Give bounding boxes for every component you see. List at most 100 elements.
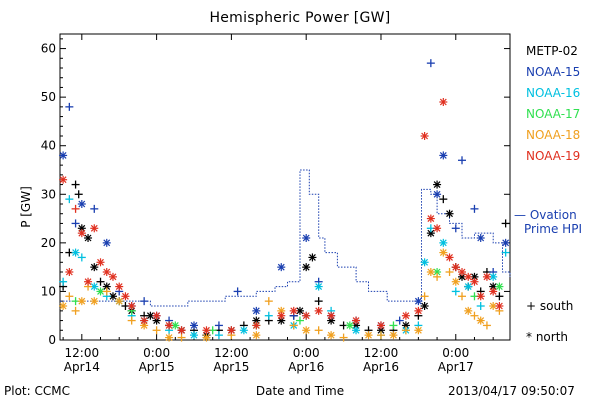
data-point-north bbox=[202, 333, 211, 342]
data-point-south bbox=[71, 219, 80, 228]
data-point-south bbox=[71, 180, 80, 189]
data-point-south bbox=[314, 297, 323, 306]
data-point-south bbox=[401, 326, 410, 335]
legend-item: METP-02 bbox=[526, 44, 578, 58]
y-tick-label: 30 bbox=[41, 187, 56, 201]
data-point-north bbox=[59, 151, 68, 160]
x-tick-label-date: Apr14 bbox=[64, 360, 100, 374]
data-point-south bbox=[476, 302, 485, 310]
data-point-north bbox=[476, 292, 485, 301]
legend-item: NOAA-15 bbox=[526, 65, 581, 79]
data-point-south bbox=[152, 326, 161, 335]
data-point-north bbox=[289, 306, 298, 315]
data-point-north bbox=[90, 297, 99, 306]
data-point-south bbox=[482, 321, 491, 330]
data-point-south bbox=[389, 321, 398, 330]
ovation-legend-line1: — Ovation bbox=[514, 208, 577, 222]
data-point-south bbox=[65, 195, 74, 204]
data-point-south bbox=[233, 287, 242, 296]
y-tick-label: 20 bbox=[41, 236, 56, 250]
data-point-south bbox=[495, 292, 504, 301]
x-tick-label-time: 12:00 bbox=[364, 346, 399, 360]
data-point-north bbox=[376, 321, 385, 330]
data-point-north bbox=[439, 98, 448, 106]
y-tick-label: 0 bbox=[48, 333, 56, 347]
plot-credit: Plot: CCMC bbox=[4, 384, 70, 398]
data-point-north bbox=[352, 316, 361, 325]
data-point-north bbox=[414, 326, 423, 335]
data-point-north bbox=[327, 331, 336, 340]
data-point-south bbox=[264, 297, 273, 306]
data-point-south bbox=[77, 253, 86, 262]
plot-frame bbox=[59, 33, 511, 341]
data-point-north bbox=[165, 321, 174, 330]
data-point-north bbox=[239, 326, 248, 335]
y-tick-label: 40 bbox=[41, 139, 56, 153]
data-point-north bbox=[420, 258, 429, 267]
data-point-north bbox=[102, 282, 111, 291]
data-point-north bbox=[202, 326, 211, 335]
data-point-south bbox=[501, 248, 510, 257]
data-point-north bbox=[252, 321, 261, 330]
data-point-north bbox=[451, 277, 460, 286]
data-point-south bbox=[295, 316, 304, 325]
data-point-north bbox=[364, 331, 373, 340]
data-point-south bbox=[420, 292, 429, 301]
marker-legend-north: * north bbox=[526, 330, 569, 344]
data-point-north bbox=[470, 272, 479, 281]
legend-item: NOAA-18 bbox=[526, 128, 581, 142]
timestamp: 2013/04/17 09:50:07 bbox=[448, 384, 575, 398]
data-point-south bbox=[140, 297, 149, 306]
legend-item: NOAA-16 bbox=[526, 86, 581, 100]
data-point-north bbox=[277, 306, 286, 315]
data-point-north bbox=[420, 132, 429, 140]
data-point-north bbox=[433, 224, 442, 233]
data-point-south bbox=[458, 156, 467, 165]
x-tick-label-time: 12:00 bbox=[214, 346, 249, 360]
data-point-north bbox=[227, 326, 236, 335]
data-point-north bbox=[495, 282, 504, 291]
data-point-north bbox=[65, 268, 74, 276]
data-point-north bbox=[177, 326, 186, 335]
data-point-south bbox=[470, 311, 479, 320]
x-tick-label-time: 0:00 bbox=[293, 346, 320, 360]
data-point-north bbox=[71, 248, 80, 257]
data-point-south bbox=[214, 331, 223, 340]
data-point-north bbox=[277, 311, 286, 320]
data-point-south bbox=[426, 59, 435, 68]
data-point-north bbox=[252, 331, 261, 340]
ovation-hpi-line bbox=[60, 169, 511, 307]
data-point-north bbox=[464, 282, 473, 291]
x-tick-label-date: Apr15 bbox=[139, 360, 175, 374]
x-axis-label: Date and Time bbox=[255, 384, 345, 398]
data-point-south bbox=[59, 277, 68, 286]
data-point-north bbox=[327, 311, 336, 320]
data-point-north bbox=[84, 234, 93, 242]
data-point-north bbox=[165, 333, 174, 342]
data-point-north bbox=[190, 321, 199, 330]
x-tick-label-time: 12:00 bbox=[65, 346, 100, 360]
data-point-south bbox=[71, 306, 80, 315]
data-point-north bbox=[127, 302, 136, 310]
data-point-north bbox=[152, 316, 161, 325]
marker-legend-south: + south bbox=[526, 299, 574, 313]
data-point-north bbox=[414, 297, 423, 306]
data-point-north bbox=[308, 253, 317, 262]
data-point-north bbox=[451, 263, 460, 272]
data-point-south bbox=[458, 292, 467, 301]
data-point-north bbox=[302, 326, 311, 335]
data-point-north bbox=[314, 306, 323, 315]
data-point-north bbox=[426, 268, 435, 276]
data-point-north bbox=[59, 302, 68, 310]
data-point-south bbox=[264, 311, 273, 320]
data-point-south bbox=[439, 195, 448, 204]
data-point-north bbox=[426, 214, 435, 223]
data-point-north bbox=[277, 263, 286, 272]
data-point-north bbox=[420, 302, 429, 310]
data-point-north bbox=[476, 316, 485, 325]
data-point-north bbox=[77, 297, 86, 306]
data-point-north bbox=[433, 190, 442, 199]
data-point-north bbox=[152, 311, 161, 320]
data-point-north bbox=[352, 326, 361, 335]
